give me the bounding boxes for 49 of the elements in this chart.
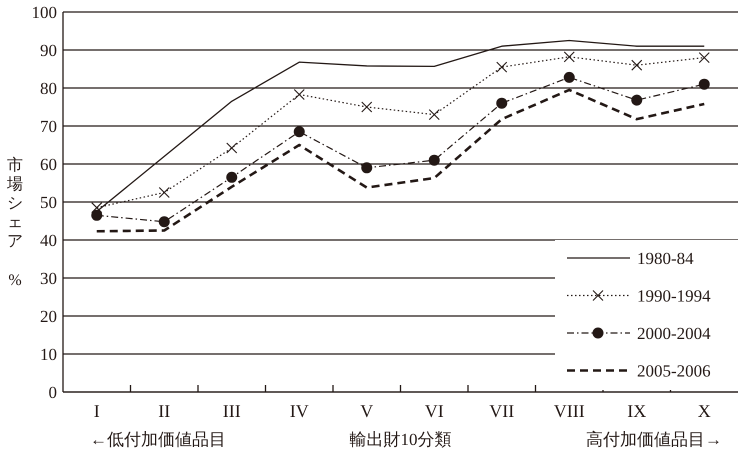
x-tick-label: VI	[424, 401, 444, 421]
x-tick-label: II	[158, 401, 170, 421]
point	[158, 186, 170, 198]
x-tick-label: VIII	[554, 401, 585, 421]
text: 市場シェア %	[7, 157, 23, 289]
x-tick-label: I	[94, 401, 100, 421]
x-axis-title: 輸出財10分類	[350, 430, 452, 449]
text: ←低付加価値品目	[90, 430, 226, 449]
point	[564, 72, 575, 83]
point	[91, 202, 102, 214]
point	[361, 162, 372, 174]
point	[226, 172, 238, 183]
y-tick-label: 70	[40, 117, 57, 136]
x-tick-label: IX	[627, 401, 646, 421]
point	[294, 88, 305, 100]
point	[91, 210, 102, 221]
y-tick-label: 90	[40, 41, 57, 60]
text: 高付加価値品目→	[586, 430, 722, 449]
y-tick-label: 80	[40, 79, 57, 98]
point	[226, 142, 238, 154]
legend-label: 1990-1994	[637, 286, 712, 306]
y-tick-label: 20	[40, 307, 57, 326]
point	[698, 52, 710, 64]
legend-label: 2000-2004	[637, 324, 712, 343]
point	[698, 78, 710, 90]
y-tick-label: 100	[32, 3, 57, 22]
y-tick-label: 50	[40, 193, 57, 212]
point	[631, 60, 642, 71]
point	[496, 62, 508, 73]
x-tick-label: X	[698, 401, 711, 421]
point	[428, 154, 440, 166]
y-tick-label: 40	[40, 231, 57, 250]
y-tick-label: 10	[40, 345, 57, 364]
x-tick-label: IV	[290, 401, 309, 421]
x-tick-label: V	[360, 401, 374, 421]
point	[564, 51, 575, 62]
x-tick-label: III	[222, 401, 241, 421]
point	[361, 101, 372, 113]
y-tick-label: 0	[48, 383, 57, 402]
y-tick-label: 30	[40, 269, 57, 288]
legend-label: 1980-84	[637, 249, 694, 268]
point	[496, 98, 508, 109]
y-tick-label: 60	[40, 155, 57, 174]
x-tick-label: VII	[489, 401, 514, 421]
point	[294, 126, 305, 138]
legend-label: 2005-2006	[637, 362, 711, 380]
point	[631, 94, 642, 106]
point	[158, 216, 170, 228]
point	[428, 109, 440, 120]
